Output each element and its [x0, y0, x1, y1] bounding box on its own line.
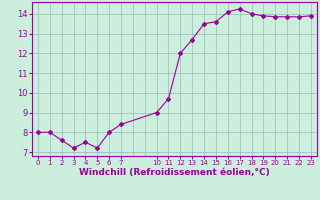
X-axis label: Windchill (Refroidissement éolien,°C): Windchill (Refroidissement éolien,°C) — [79, 168, 270, 177]
